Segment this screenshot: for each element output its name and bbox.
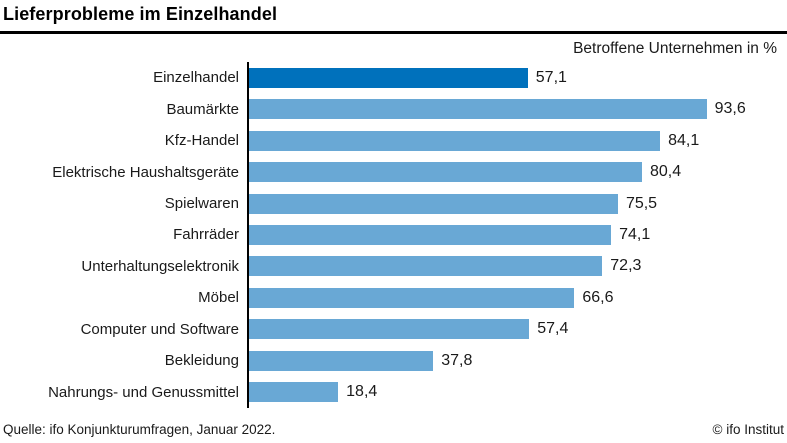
- value-label: 75,5: [625, 194, 658, 212]
- value-label: 37,8: [441, 351, 473, 369]
- chart-row: Computer und Software 57,4: [0, 314, 787, 345]
- value-label: 72,3: [610, 257, 642, 275]
- title-divider: [0, 31, 787, 34]
- bar: [248, 67, 528, 88]
- value-label: 66,6: [582, 288, 614, 306]
- value-label: 84,1: [668, 131, 700, 149]
- bar: [248, 382, 339, 403]
- y-axis-line: [247, 62, 249, 408]
- bar-chart: Einzelhandel 57,1 Baumärkte 93,6 Kfz-Handel 8…: [0, 62, 787, 408]
- category-label: Unterhaltungselektronik: [81, 257, 239, 275]
- chart-row: Nahrungs- und Genussmittel 18,4: [0, 377, 787, 408]
- category-label: Nahrungs- und Genussmittel: [48, 383, 239, 401]
- bar-track: 66,6: [248, 287, 738, 308]
- chart-row: Baumärkte 93,6: [0, 93, 787, 124]
- bar: [248, 193, 618, 214]
- bar-track: 80,4: [248, 162, 738, 183]
- value-label: 57,4: [537, 320, 569, 338]
- category-label: Spielwaren: [164, 195, 239, 213]
- bar-track: 72,3: [248, 256, 738, 277]
- category-label: Bekleidung: [164, 352, 239, 370]
- bar: [248, 224, 612, 245]
- category-label: Elektrische Haushaltsgeräte: [52, 163, 239, 181]
- chart-subtitle: Betroffene Unternehmen in %: [573, 40, 777, 57]
- source-note: Quelle: ifo Konjunkturumfragen, Januar 2…: [3, 422, 276, 437]
- chart-rows: Einzelhandel 57,1 Baumärkte 93,6 Kfz-Handel 8…: [0, 62, 787, 408]
- value-label: 80,4: [649, 163, 682, 181]
- chart-row: Möbel 66,6: [0, 282, 787, 313]
- value-label: 93,6: [714, 100, 746, 118]
- chart-title: Lieferprobleme im Einzelhandel: [3, 4, 278, 24]
- category-label: Fahrräder: [173, 226, 239, 244]
- bar-track: 18,4: [248, 382, 738, 403]
- value-label: 18,4: [346, 383, 378, 401]
- chart-row: Kfz-Handel 84,1: [0, 125, 787, 156]
- bar-track: 93,6: [248, 99, 746, 120]
- bar: [248, 99, 707, 120]
- chart-row: Bekleidung 37,8: [0, 345, 787, 376]
- bar-track: 37,8: [248, 350, 738, 371]
- bar: [248, 350, 434, 371]
- value-label: 74,1: [619, 225, 651, 243]
- value-label: 57,1: [535, 68, 567, 86]
- category-label: Kfz-Handel: [164, 132, 239, 150]
- bar-track: 75,5: [248, 193, 738, 214]
- bar: [248, 162, 642, 183]
- category-label: Computer und Software: [80, 320, 239, 338]
- category-label: Baumärkte: [166, 100, 239, 118]
- chart-row: Elektrische Haushaltsgeräte 80,4: [0, 156, 787, 187]
- chart-footer: Quelle: ifo Konjunkturumfragen, Januar 2…: [0, 422, 787, 437]
- chart-row: Einzelhandel 57,1: [0, 62, 787, 93]
- category-label: Einzelhandel: [153, 69, 239, 87]
- chart-row: Spielwaren 75,5: [0, 188, 787, 219]
- bar: [248, 130, 661, 151]
- category-label: Möbel: [198, 289, 239, 307]
- bar: [248, 256, 603, 277]
- chart-row: Fahrräder 74,1: [0, 219, 787, 250]
- bar-track: 74,1: [248, 224, 738, 245]
- chart-row: Unterhaltungselektronik 72,3: [0, 251, 787, 282]
- copyright-note: © ifo Institut: [712, 422, 784, 437]
- bar: [248, 287, 575, 308]
- bar-track: 57,4: [248, 319, 738, 340]
- bar-track: 84,1: [248, 130, 738, 151]
- bar: [248, 319, 530, 340]
- bar-track: 57,1: [248, 67, 738, 88]
